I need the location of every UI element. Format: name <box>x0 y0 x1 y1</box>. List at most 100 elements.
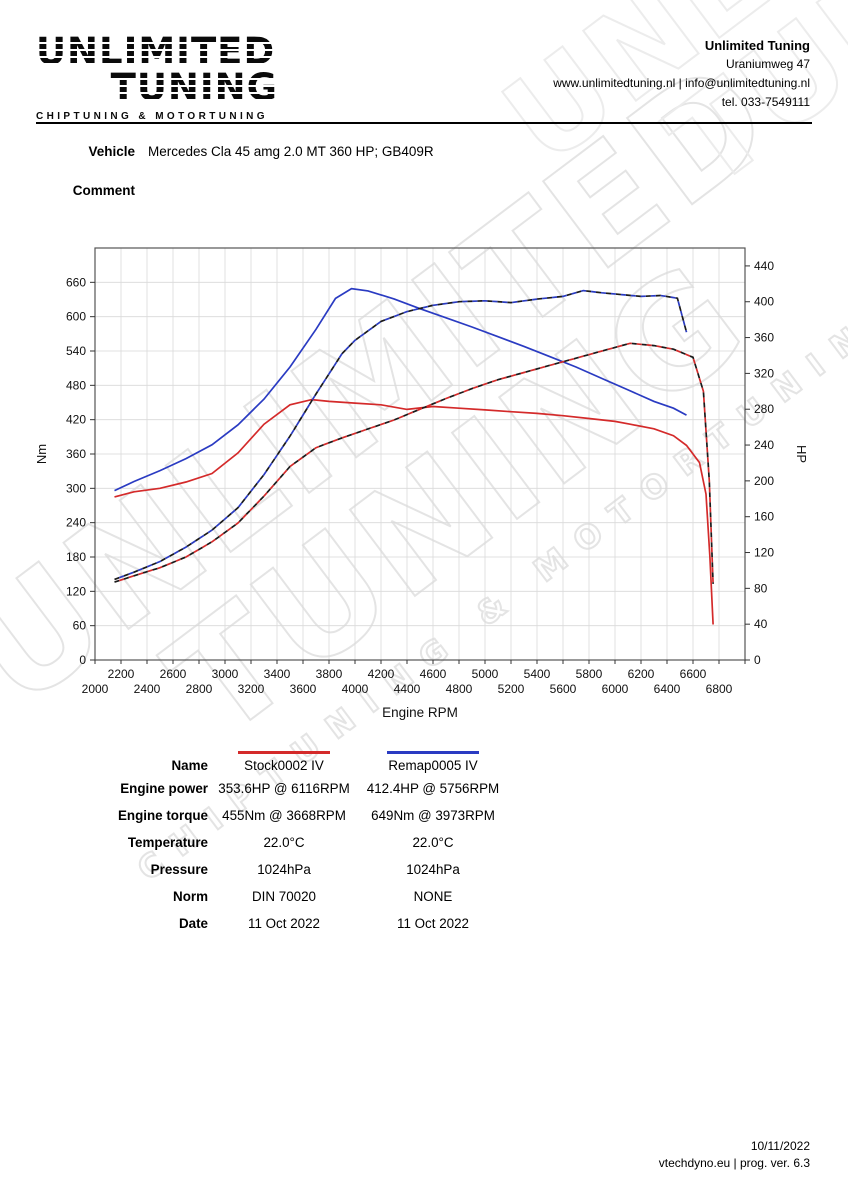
row-label: Engine torque <box>117 808 208 823</box>
logo-stripe <box>36 42 278 44</box>
header-contact-block: Unlimited Tuning Uraniumweg 47 www.unlim… <box>553 36 810 112</box>
svg-text:120: 120 <box>754 546 774 560</box>
svg-text:6400: 6400 <box>654 682 681 696</box>
svg-text:0: 0 <box>754 653 761 667</box>
svg-text:6200: 6200 <box>628 667 655 681</box>
row-label: Name <box>171 758 208 773</box>
table-row-engine-torque: Engine torque 455Nm @ 3668RPM 649Nm @ 39… <box>0 802 514 829</box>
svg-text:2600: 2600 <box>160 667 187 681</box>
svg-text:80: 80 <box>754 581 768 595</box>
logo-stripe <box>36 85 278 87</box>
row-label: Norm <box>173 889 208 904</box>
svg-text:3400: 3400 <box>264 667 291 681</box>
date-stock: 11 Oct 2022 <box>248 916 320 931</box>
comment-label: Comment <box>72 183 135 198</box>
svg-text:5000: 5000 <box>472 667 499 681</box>
logo-stripe <box>36 92 278 94</box>
svg-text:6000: 6000 <box>602 682 629 696</box>
svg-text:4800: 4800 <box>446 682 473 696</box>
row-label: Pressure <box>150 862 208 877</box>
svg-text:240: 240 <box>66 516 86 530</box>
norm-remap: NONE <box>413 889 453 904</box>
svg-text:Engine RPM: Engine RPM <box>382 705 458 720</box>
company-phone: tel. 033-7549111 <box>721 95 810 109</box>
logo-stripe <box>36 99 278 101</box>
svg-text:160: 160 <box>754 510 774 524</box>
vehicle-label: Vehicle <box>88 144 135 159</box>
svg-text:4400: 4400 <box>394 682 421 696</box>
svg-text:4600: 4600 <box>420 667 447 681</box>
logo-subtitle: CHIPTUNING & MOTORTUNING <box>36 111 268 122</box>
vehicle-value: Mercedes Cla 45 amg 2.0 MT 360 HP; GB409… <box>148 144 434 159</box>
run-name-stock-cell: Stock0002 IV <box>208 751 360 773</box>
logo-stripe <box>36 56 278 58</box>
svg-text:320: 320 <box>754 366 774 380</box>
temperature-remap: 22.0°C <box>412 835 454 850</box>
pressure-remap: 1024hPa <box>406 862 460 877</box>
table-row-pressure: Pressure 1024hPa 1024hPa <box>0 856 514 883</box>
svg-text:660: 660 <box>66 275 86 289</box>
run-name-stock: Stock0002 IV <box>244 758 324 773</box>
remap-series-swatch <box>387 751 479 754</box>
engine-power-stock: 353.6HP @ 6116RPM <box>218 781 350 796</box>
svg-text:60: 60 <box>73 619 87 633</box>
logo-stripe <box>36 78 278 80</box>
svg-text:480: 480 <box>66 378 86 392</box>
svg-text:600: 600 <box>66 310 86 324</box>
svg-text:4200: 4200 <box>368 667 395 681</box>
dyno-chart: 0 60 120 180 240 300 360 420 480 540 600 660 0 40 80 12… <box>30 240 810 730</box>
svg-text:360: 360 <box>66 447 86 461</box>
svg-text:400: 400 <box>754 295 774 309</box>
row-label: Temperature <box>127 835 208 850</box>
program-version: vtechdyno.eu | prog. ver. 6.3 <box>658 1156 810 1170</box>
svg-text:440: 440 <box>754 259 774 273</box>
logo-stripe <box>36 63 278 65</box>
row-label: Date <box>178 916 208 931</box>
svg-text:420: 420 <box>66 413 86 427</box>
svg-text:3000: 3000 <box>212 667 239 681</box>
svg-text:40: 40 <box>754 617 768 631</box>
svg-text:6800: 6800 <box>706 682 733 696</box>
table-row-norm: Norm DIN 70020 NONE <box>0 883 514 910</box>
svg-text:3600: 3600 <box>290 682 317 696</box>
svg-text:Nm: Nm <box>34 444 49 464</box>
print-date: 10/11/2022 <box>750 1139 810 1153</box>
svg-text:360: 360 <box>754 331 774 345</box>
table-row-date: Date 11 Oct 2022 11 Oct 2022 <box>0 910 514 937</box>
svg-text:2000: 2000 <box>82 682 109 696</box>
svg-text:2400: 2400 <box>134 682 161 696</box>
svg-text:4000: 4000 <box>342 682 369 696</box>
svg-text:200: 200 <box>754 474 774 488</box>
row-label: Engine power <box>120 781 208 796</box>
svg-text:5600: 5600 <box>550 682 577 696</box>
svg-text:280: 280 <box>754 402 774 416</box>
svg-text:3800: 3800 <box>316 667 343 681</box>
company-name: Unlimited Tuning <box>704 38 810 53</box>
svg-text:240: 240 <box>754 438 774 452</box>
engine-torque-remap: 649Nm @ 3973RPM <box>371 808 495 823</box>
temperature-stock: 22.0°C <box>263 835 305 850</box>
svg-text:2800: 2800 <box>186 682 213 696</box>
svg-text:3200: 3200 <box>238 682 265 696</box>
table-row-temperature: Temperature 22.0°C 22.0°C <box>0 829 514 856</box>
svg-text:180: 180 <box>66 550 86 564</box>
norm-stock: DIN 70020 <box>251 889 317 904</box>
dyno-chart-svg: 0601201802403003604204805406006600408012… <box>34 247 809 720</box>
company-web-email: www.unlimitedtuning.nl | info@unlimitedt… <box>553 76 810 90</box>
stock-series-swatch <box>238 751 330 754</box>
svg-text:6600: 6600 <box>680 667 707 681</box>
svg-text:5800: 5800 <box>576 667 603 681</box>
svg-text:5400: 5400 <box>524 667 551 681</box>
svg-text:540: 540 <box>66 344 86 358</box>
run-name-remap: Remap0005 IV <box>388 758 478 773</box>
table-row-engine-power: Engine power 353.6HP @ 6116RPM 412.4HP @… <box>0 775 514 802</box>
pressure-stock: 1024hPa <box>257 862 311 877</box>
company-logo: UNLIMITED TUNING CHIPTUNING & MOTORTUNIN… <box>36 33 278 122</box>
results-table: Name Stock0002 IV Remap0005 IV Engine po… <box>0 742 514 937</box>
run-name-remap-cell: Remap0005 IV <box>360 751 506 773</box>
engine-torque-stock: 455Nm @ 3668RPM <box>222 808 346 823</box>
report-footer: 10/11/2022 vtechdyno.eu | prog. ver. 6.3 <box>659 1138 810 1172</box>
svg-text:5200: 5200 <box>498 682 525 696</box>
svg-text:HP: HP <box>794 445 809 463</box>
